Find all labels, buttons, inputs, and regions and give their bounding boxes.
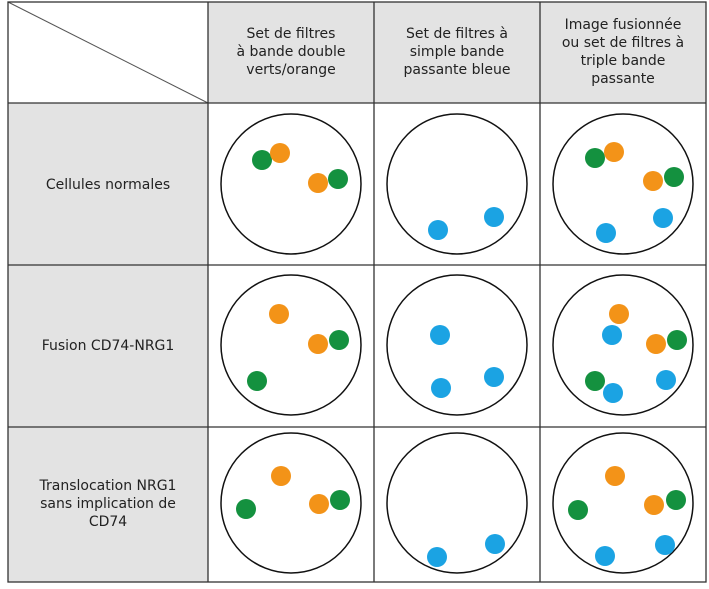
- row-header: Cellules normales: [46, 177, 170, 193]
- signal-dot: [329, 330, 349, 350]
- cell-outline: [386, 432, 528, 574]
- cell-outline: [386, 274, 528, 416]
- signal-dot: [667, 330, 687, 350]
- signal-dot: [484, 367, 504, 387]
- column-header: Image fusionnée: [565, 17, 682, 33]
- signal-dot: [596, 223, 616, 243]
- cell-outline: [220, 113, 362, 255]
- signal-dot: [609, 304, 629, 324]
- row-header-bg: [8, 103, 208, 582]
- signal-dot: [585, 148, 605, 168]
- signal-dot: [328, 169, 348, 189]
- signal-dot: [427, 547, 447, 567]
- signal-dot: [247, 371, 267, 391]
- signal-dot: [309, 494, 329, 514]
- column-header: ou set de filtres à: [562, 35, 684, 51]
- signal-dot: [605, 466, 625, 486]
- column-header: passante bleue: [404, 62, 511, 78]
- signal-dot: [330, 490, 350, 510]
- signal-dot: [428, 220, 448, 240]
- signal-dot: [666, 490, 686, 510]
- signal-dot: [655, 535, 675, 555]
- row-header: sans implication de: [40, 496, 176, 512]
- signal-dot: [270, 143, 290, 163]
- signal-dot: [568, 500, 588, 520]
- column-header: simple bande: [410, 44, 505, 60]
- column-header: Set de filtres: [247, 26, 336, 42]
- signal-dot: [604, 142, 624, 162]
- column-header: triple bande: [581, 53, 666, 69]
- signal-dot: [431, 378, 451, 398]
- signal-dot: [646, 334, 666, 354]
- signal-dot: [269, 304, 289, 324]
- signal-dot: [644, 495, 664, 515]
- signal-dot: [602, 325, 622, 345]
- signal-dot: [603, 383, 623, 403]
- signal-dot: [252, 150, 272, 170]
- signal-dot: [656, 370, 676, 390]
- row-header: Translocation NRG1: [39, 478, 177, 494]
- column-header: verts/orange: [246, 62, 335, 78]
- row-header: Fusion CD74-NRG1: [42, 338, 175, 354]
- cell-outline: [220, 432, 362, 574]
- column-header: à bande double: [236, 44, 345, 60]
- signal-dot: [430, 325, 450, 345]
- row-header: CD74: [89, 514, 127, 530]
- column-header: passante: [591, 71, 655, 87]
- signal-dot: [236, 499, 256, 519]
- signal-dot: [308, 173, 328, 193]
- signal-dot: [595, 546, 615, 566]
- cell-outline: [386, 113, 528, 255]
- grid: [7, 1, 707, 583]
- signal-dot: [664, 167, 684, 187]
- column-header: Set de filtres à: [406, 26, 508, 42]
- signal-dot: [484, 207, 504, 227]
- signal-dot: [271, 466, 291, 486]
- signal-dot: [585, 371, 605, 391]
- corner-diagonal: [7, 1, 209, 104]
- signal-dot: [643, 171, 663, 191]
- signal-dot: [653, 208, 673, 228]
- signal-dot: [308, 334, 328, 354]
- signal-dot: [485, 534, 505, 554]
